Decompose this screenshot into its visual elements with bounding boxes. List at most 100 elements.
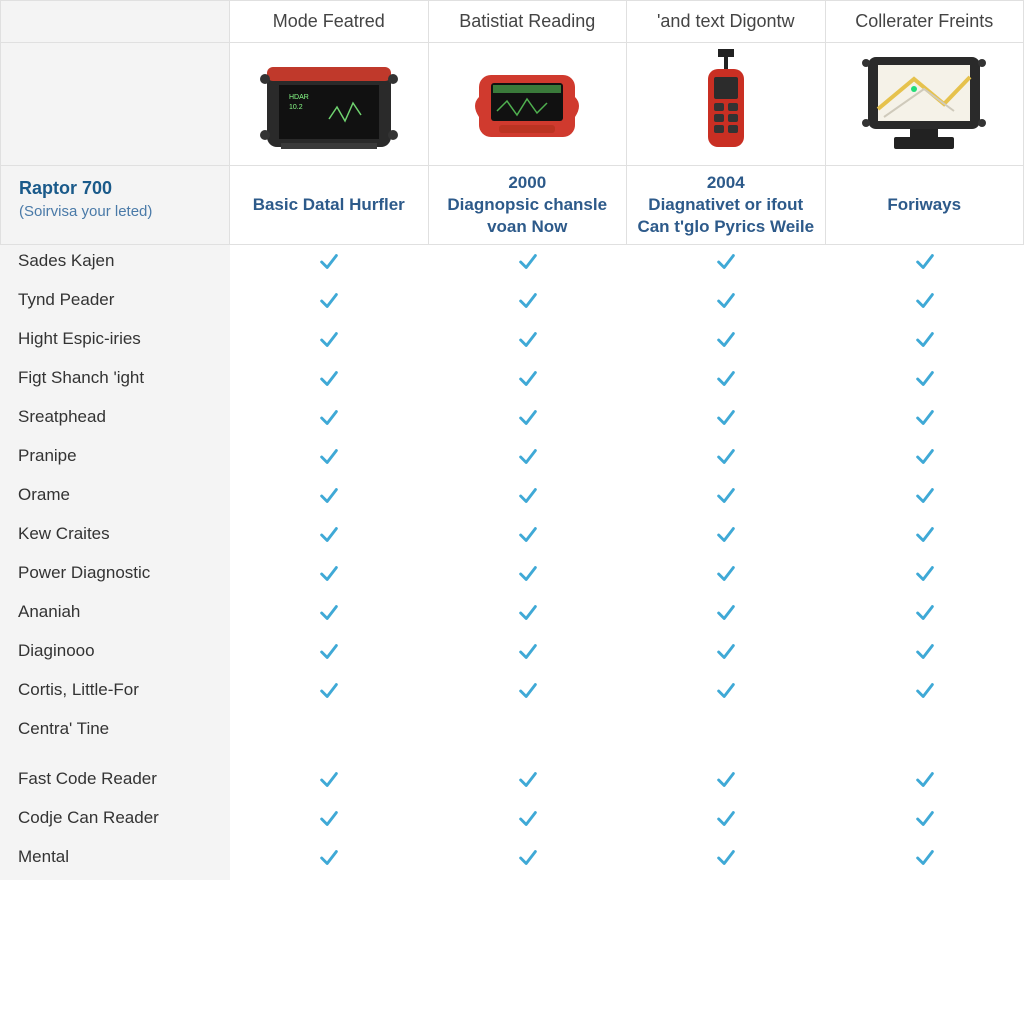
check-icon	[318, 769, 340, 791]
feature-label: Hight Espic-iries	[0, 323, 230, 362]
product-subtitle: (Soirvisa your leted)	[19, 203, 211, 220]
feature-cell	[230, 596, 429, 635]
check-icon	[318, 641, 340, 663]
svg-text:HDAR: HDAR	[289, 94, 309, 101]
check-icon	[715, 329, 737, 351]
feature-cell	[826, 841, 1024, 880]
feature-cell	[627, 518, 826, 557]
feature-cell	[230, 745, 429, 802]
feature-cell	[230, 713, 429, 745]
check-icon	[715, 524, 737, 546]
check-icon	[318, 446, 340, 468]
feature-cell	[230, 440, 429, 479]
feature-cell	[429, 362, 628, 401]
feature-cell	[230, 674, 429, 713]
feature-cell	[627, 284, 826, 323]
check-icon	[914, 602, 936, 624]
check-icon	[715, 485, 737, 507]
feature-cell	[826, 401, 1024, 440]
feature-cell	[627, 635, 826, 674]
subtitle-text: 2004 Diagnativet or ifout Can t'glo Pyri…	[635, 172, 817, 238]
check-icon	[914, 847, 936, 869]
check-icon	[318, 485, 340, 507]
check-icon	[914, 563, 936, 585]
check-icon	[517, 641, 539, 663]
check-icon	[517, 290, 539, 312]
feature-row: Fast Code Reader	[0, 745, 1024, 802]
product-name-cell: Raptor 700 (Soirvisa your leted)	[0, 166, 230, 245]
rugged-tablet-icon: HDAR 10.2	[259, 49, 399, 159]
feature-cell	[627, 440, 826, 479]
subtitle-text: 2000 Diagnopsic chansle voan Now	[437, 172, 619, 238]
feature-row: Centra' Tine	[0, 713, 1024, 745]
feature-cell	[429, 479, 628, 518]
check-icon	[517, 680, 539, 702]
feature-cell	[429, 401, 628, 440]
feature-cell	[230, 518, 429, 557]
feature-label: Diaginooo	[0, 635, 230, 674]
comparison-table: Mode Featred Batistiat Reading 'and text…	[0, 0, 1024, 880]
check-icon	[715, 847, 737, 869]
feature-cell	[627, 557, 826, 596]
check-icon	[318, 368, 340, 390]
feature-row: Pranipe	[0, 440, 1024, 479]
feature-cell	[230, 557, 429, 596]
feature-cell	[826, 362, 1024, 401]
feature-cell	[429, 635, 628, 674]
check-icon	[517, 808, 539, 830]
feature-cell	[826, 440, 1024, 479]
feature-row: Hight Espic-iries	[0, 323, 1024, 362]
feature-row: Mental	[0, 841, 1024, 880]
subtitle-text: Foriways	[887, 194, 961, 216]
feature-cell	[230, 245, 429, 284]
feature-cell	[627, 841, 826, 880]
feature-label: Orame	[0, 479, 230, 518]
feature-label: Figt Shanch 'ight	[0, 362, 230, 401]
feature-cell	[230, 802, 429, 841]
feature-cell	[826, 802, 1024, 841]
product-title: Raptor 700	[19, 178, 211, 199]
feature-cell	[429, 802, 628, 841]
feature-cell	[627, 323, 826, 362]
feature-label: Fast Code Reader	[0, 745, 230, 802]
feature-cell	[230, 401, 429, 440]
check-icon	[517, 524, 539, 546]
feature-cell	[826, 557, 1024, 596]
header-col-1: Mode Featred	[230, 0, 429, 43]
feature-cell	[230, 284, 429, 323]
check-icon	[318, 847, 340, 869]
check-icon	[914, 407, 936, 429]
feature-cell	[230, 635, 429, 674]
check-icon	[914, 485, 936, 507]
feature-cell	[429, 284, 628, 323]
check-icon	[517, 368, 539, 390]
feature-label: Centra' Tine	[0, 713, 230, 745]
feature-row: Figt Shanch 'ight	[0, 362, 1024, 401]
check-icon	[517, 769, 539, 791]
check-icon	[914, 329, 936, 351]
feature-label: Kew Craites	[0, 518, 230, 557]
feature-label: Power Diagnostic	[0, 557, 230, 596]
feature-cell	[230, 479, 429, 518]
feature-cell	[429, 596, 628, 635]
feature-cell	[627, 713, 826, 745]
check-icon	[914, 368, 936, 390]
handheld-red-icon	[457, 49, 597, 159]
feature-cell	[826, 479, 1024, 518]
rugged-tablet-map-icon	[854, 49, 994, 159]
feature-cell	[627, 745, 826, 802]
header-col-3: 'and text Digontw	[627, 0, 826, 43]
feature-cell	[826, 323, 1024, 362]
feature-cell	[429, 323, 628, 362]
feature-row: Orame	[0, 479, 1024, 518]
feature-cell	[429, 518, 628, 557]
check-icon	[715, 641, 737, 663]
feature-label: Mental	[0, 841, 230, 880]
feature-cell	[826, 674, 1024, 713]
feature-cell	[826, 713, 1024, 745]
feature-label: Sreatphead	[0, 401, 230, 440]
feature-row: Codje Can Reader	[0, 802, 1024, 841]
check-icon	[715, 680, 737, 702]
check-icon	[517, 407, 539, 429]
feature-cell	[826, 596, 1024, 635]
